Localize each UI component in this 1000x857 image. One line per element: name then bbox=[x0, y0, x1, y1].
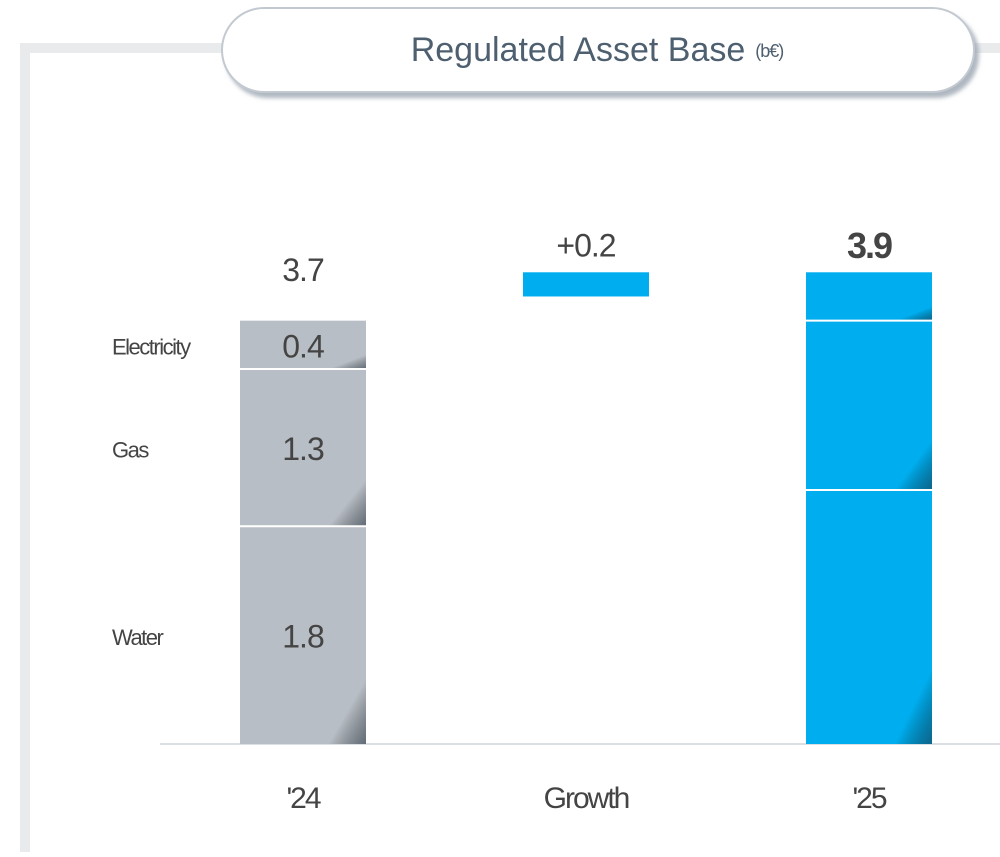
segment-label: 0.4 bbox=[282, 328, 324, 364]
legend-label: Water bbox=[112, 625, 164, 650]
total-label: +0.2 bbox=[556, 228, 615, 264]
title-box bbox=[221, 7, 975, 93]
bar-shine bbox=[806, 320, 932, 490]
chart-title: Regulated Asset Base (b€) bbox=[411, 31, 784, 69]
bar-shine bbox=[240, 320, 366, 370]
title-unit: (b€) bbox=[755, 41, 783, 61]
x-tick-label: '25 bbox=[852, 782, 886, 815]
bar-shine bbox=[240, 369, 366, 527]
segment-label: 1.8 bbox=[282, 619, 324, 655]
legend-label: Electricity bbox=[112, 335, 191, 360]
x-tick-label: '24 bbox=[286, 782, 320, 815]
total-label: 3.7 bbox=[282, 252, 324, 288]
segment-label: 1.3 bbox=[282, 431, 324, 467]
growth-bar bbox=[523, 272, 649, 297]
bar-shine bbox=[806, 490, 932, 744]
total-label: 3.9 bbox=[847, 225, 892, 266]
bar-shine bbox=[240, 526, 366, 744]
legend-label: Gas bbox=[112, 437, 149, 462]
x-tick-label: Growth bbox=[544, 782, 629, 815]
title-text: Regulated Asset Base bbox=[411, 31, 746, 69]
bar-shine bbox=[806, 272, 932, 321]
